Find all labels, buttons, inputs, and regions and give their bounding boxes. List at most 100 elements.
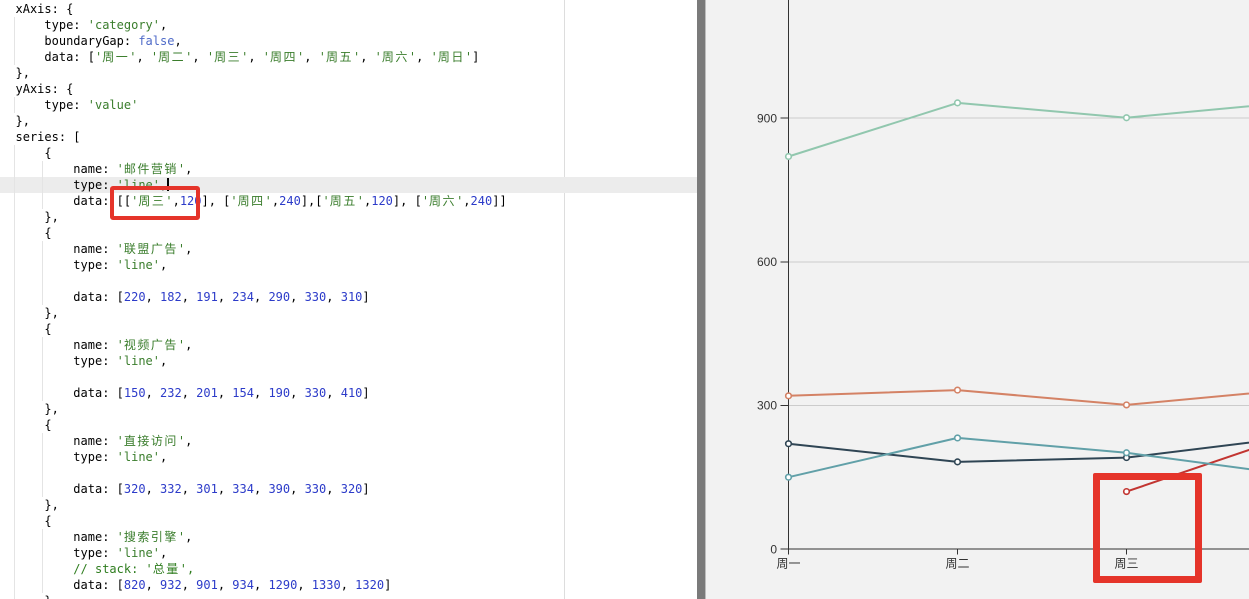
- code-token: data: [[: [15, 194, 132, 208]
- series-line[interactable]: [1126, 434, 1249, 493]
- code-line[interactable]: name: '直接访问',: [0, 433, 697, 449]
- code-line[interactable]: // stack: '总量',: [0, 561, 697, 577]
- code-token: data: [: [15, 290, 124, 304]
- data-point[interactable]: [1122, 401, 1131, 409]
- indent-guide: [42, 177, 44, 193]
- indent-guide: [42, 433, 44, 449]
- code-line[interactable]: },: [0, 401, 697, 417]
- code-token: name:: [15, 530, 117, 544]
- code-token: 232: [160, 386, 182, 400]
- code-token: ,: [253, 290, 269, 304]
- code-line[interactable]: type: 'line',: [0, 177, 697, 193]
- code-line[interactable]: },: [0, 305, 697, 321]
- code-line[interactable]: data: [820, 932, 901, 934, 1290, 1330, 1…: [0, 577, 697, 593]
- code-line[interactable]: },: [0, 113, 697, 129]
- code-line[interactable]: name: '联盟广告',: [0, 241, 697, 257]
- code-token: ,: [160, 450, 168, 464]
- code-token: series: [: [15, 130, 81, 144]
- code-token: },: [15, 498, 59, 512]
- chart-preview-pane[interactable]: 0 300 600 900 周一 周二 周三: [706, 0, 1249, 599]
- code-line[interactable]: name: '邮件营销',: [0, 161, 697, 177]
- data-point[interactable]: [1122, 449, 1131, 457]
- code-token: 'line': [116, 546, 161, 560]
- indent-guide: [13, 545, 15, 561]
- code-line[interactable]: type: 'line',: [0, 353, 697, 369]
- indent-guide: [13, 33, 15, 49]
- code-line[interactable]: {: [0, 321, 697, 337]
- code-line[interactable]: data: [320, 332, 301, 334, 390, 330, 320…: [0, 481, 697, 497]
- code-token: '搜索引擎': [116, 530, 186, 544]
- code-token: 191: [196, 290, 218, 304]
- series-line[interactable]: [788, 0, 1249, 158]
- indent-guide: [13, 417, 15, 433]
- code-line[interactable]: type: 'line',: [0, 257, 697, 273]
- indent-guide: [13, 465, 15, 481]
- code-token: '周五': [318, 50, 361, 64]
- indent-guide: [42, 385, 44, 401]
- code-token: ,: [185, 162, 193, 176]
- code-token: 240: [279, 194, 301, 208]
- code-line[interactable]: },: [0, 497, 697, 513]
- code-line[interactable]: data: [220, 182, 191, 234, 290, 330, 310…: [0, 289, 697, 305]
- line-chart[interactable]: 0 300 600 900 周一 周二 周三: [706, 0, 1249, 599]
- indent-guide: [13, 225, 15, 241]
- code-line[interactable]: type: 'category',: [0, 17, 697, 33]
- code-line[interactable]: },: [0, 209, 697, 225]
- code-line[interactable]: yAxis: {: [0, 81, 697, 97]
- series-line[interactable]: [788, 391, 1249, 463]
- indent-guide: [13, 337, 15, 353]
- data-point[interactable]: [953, 458, 962, 466]
- code-token: // stack: '总量',: [73, 562, 195, 576]
- data-point[interactable]: [1122, 487, 1131, 496]
- code-line[interactable]: data: [150, 232, 201, 154, 190, 330, 410…: [0, 385, 697, 401]
- code-line[interactable]: boundaryGap: false,: [0, 33, 697, 49]
- code-line[interactable]: {: [0, 145, 697, 161]
- code-editor-pane[interactable]: xAxis: { type: 'category', boundaryGap: …: [0, 0, 697, 599]
- code-line[interactable]: name: '视频广告',: [0, 337, 697, 353]
- data-point[interactable]: [1122, 114, 1131, 122]
- data-point[interactable]: [953, 434, 962, 442]
- code-token: ,: [304, 50, 319, 64]
- code-token: ,: [363, 194, 372, 208]
- cjk-text: 周四: [270, 50, 298, 64]
- series-line[interactable]: [788, 353, 1249, 479]
- code-token: data: [: [15, 482, 124, 496]
- code-token: ]: [362, 482, 370, 496]
- code-token: {: [15, 226, 52, 240]
- code-line[interactable]: [0, 465, 697, 481]
- code-token: ,: [181, 386, 197, 400]
- code-line[interactable]: {: [0, 417, 697, 433]
- code-token: data: [: [15, 50, 95, 64]
- data-point[interactable]: [784, 152, 793, 161]
- code-line[interactable]: },: [0, 65, 697, 81]
- code-token: ,: [160, 354, 168, 368]
- code-token: ,: [160, 546, 168, 560]
- code-token: '周四': [262, 50, 305, 64]
- code-line[interactable]: name: '搜索引擎',: [0, 529, 697, 545]
- code-token: 410: [340, 386, 363, 400]
- code-line[interactable]: series: [: [0, 129, 697, 145]
- code-line[interactable]: data: [['周三',120], ['周四',240],['周五',120]…: [0, 193, 697, 209]
- cjk-text: 周三: [138, 194, 166, 208]
- code-line[interactable]: data: ['周一', '周二', '周三', '周四', '周五', '周六…: [0, 49, 697, 65]
- code-line[interactable]: type: 'value': [0, 97, 697, 113]
- code-line[interactable]: [0, 273, 697, 289]
- data-point[interactable]: [784, 473, 793, 481]
- code-token: [16, 562, 74, 576]
- code-line[interactable]: type: 'line',: [0, 545, 697, 561]
- code-line[interactable]: [0, 369, 697, 385]
- code-line[interactable]: }: [0, 593, 697, 599]
- code-line[interactable]: xAxis: {: [0, 1, 697, 17]
- pane-divider[interactable]: [697, 0, 705, 599]
- code-line[interactable]: type: 'line',: [0, 449, 697, 465]
- data-point[interactable]: [784, 392, 793, 400]
- code-line[interactable]: {: [0, 513, 697, 529]
- data-point[interactable]: [953, 99, 962, 107]
- data-point[interactable]: [953, 386, 962, 394]
- indent-guide: [13, 289, 15, 305]
- data-point[interactable]: [784, 440, 793, 448]
- code-lines: xAxis: { type: 'category', boundaryGap: …: [0, 1, 697, 599]
- code-line[interactable]: {: [0, 225, 697, 241]
- series-line[interactable]: [788, 362, 1249, 406]
- code-token: 201: [196, 386, 218, 400]
